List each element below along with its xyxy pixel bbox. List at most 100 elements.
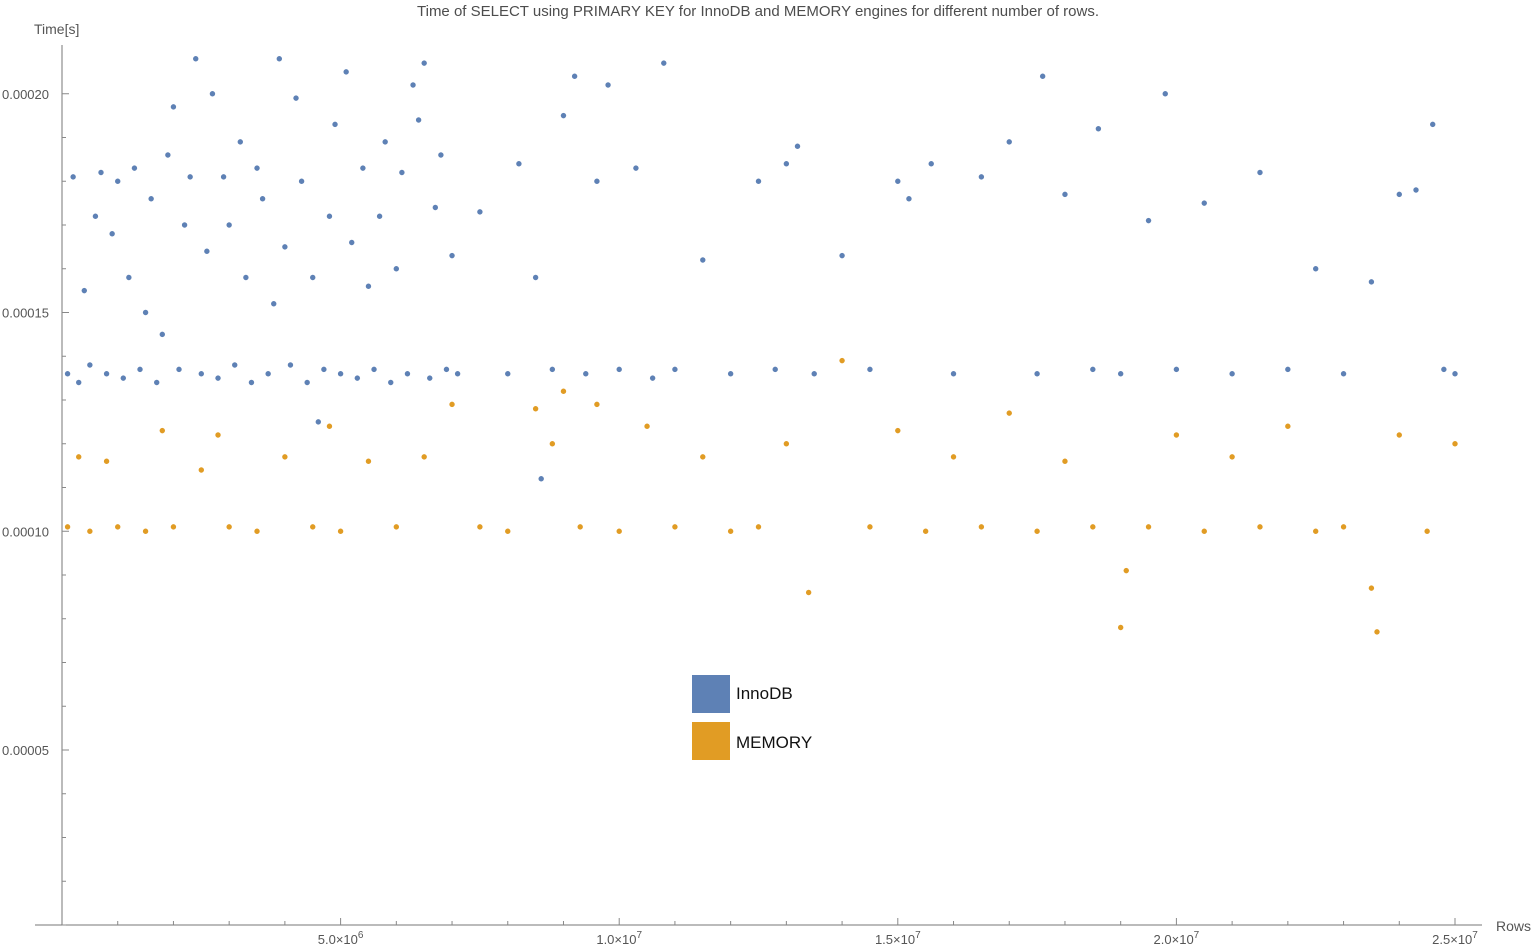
data-point-memory xyxy=(560,388,567,394)
data-point-innodb xyxy=(215,375,221,381)
data-point-innodb xyxy=(1313,266,1319,272)
data-point-memory xyxy=(549,441,556,447)
data-point-memory xyxy=(1368,585,1375,591)
data-point-innodb xyxy=(594,178,600,184)
data-point-innodb xyxy=(237,139,243,145)
data-point-innodb xyxy=(978,174,985,180)
data-point-innodb xyxy=(1257,169,1263,176)
y-tick-label: 0.00005 xyxy=(2,743,49,758)
data-point-memory xyxy=(1396,432,1402,438)
data-point-memory xyxy=(1062,458,1068,464)
data-point-innodb xyxy=(950,371,957,377)
data-point-innodb xyxy=(87,362,93,368)
data-point-memory xyxy=(64,524,71,530)
data-point-innodb xyxy=(1285,366,1291,373)
data-point-innodb xyxy=(1452,371,1458,377)
data-point-innodb xyxy=(772,366,778,373)
data-point-innodb xyxy=(193,56,199,62)
data-point-innodb xyxy=(505,371,511,377)
data-point-innodb xyxy=(1430,121,1436,128)
data-point-innodb xyxy=(109,231,115,237)
data-point-innodb xyxy=(1039,73,1046,79)
data-point-memory xyxy=(1374,629,1380,635)
data-point-innodb xyxy=(64,371,71,377)
data-point-memory xyxy=(1201,528,1207,534)
data-point-memory xyxy=(326,423,333,429)
legend-swatch-innodb xyxy=(692,675,730,713)
data-point-innodb xyxy=(103,371,110,377)
legend-swatch-memory xyxy=(692,722,730,760)
data-point-innodb xyxy=(232,362,238,368)
data-point-memory xyxy=(644,423,650,429)
data-point-innodb xyxy=(454,371,461,377)
data-point-innodb xyxy=(187,174,193,180)
data-point-memory xyxy=(755,524,762,530)
data-point-innodb xyxy=(1368,279,1375,285)
data-point-innodb xyxy=(1162,91,1168,97)
x-ticks: 5.0×106 1.0×107 1.5×107 2.0×107 2.5×107 xyxy=(117,918,1478,947)
data-point-innodb xyxy=(304,379,310,386)
data-point-innodb xyxy=(549,366,556,373)
data-point-memory xyxy=(337,528,344,534)
data-point-innodb xyxy=(76,379,82,386)
data-point-memory xyxy=(616,528,622,534)
data-point-innodb xyxy=(661,60,667,66)
data-point-innodb xyxy=(209,91,216,97)
data-point-innodb xyxy=(371,366,377,373)
data-point-innodb xyxy=(1173,366,1180,373)
data-point-innodb xyxy=(794,143,801,149)
data-point-innodb xyxy=(337,371,344,377)
data-point-memory xyxy=(839,357,845,364)
data-point-memory xyxy=(577,524,583,530)
x-axis-label: Rows xyxy=(1496,918,1531,934)
data-point-memory xyxy=(282,454,288,460)
data-point-memory xyxy=(1173,432,1180,438)
data-point-innodb xyxy=(365,283,372,289)
data-point-innodb xyxy=(1095,126,1102,132)
data-point-innodb xyxy=(1117,371,1124,377)
data-point-innodb xyxy=(1090,366,1096,373)
data-point-innodb xyxy=(421,60,427,66)
data-point-memory xyxy=(115,524,121,530)
data-point-innodb xyxy=(532,274,539,281)
data-point-innodb xyxy=(438,152,444,158)
data-point-innodb xyxy=(727,371,734,377)
data-point-innodb xyxy=(1062,191,1068,198)
data-point-memory xyxy=(532,406,539,412)
data-point-innodb xyxy=(349,239,355,246)
data-point-memory xyxy=(226,524,232,530)
data-point-memory xyxy=(1145,524,1152,530)
data-point-innodb xyxy=(516,161,522,167)
data-point-innodb xyxy=(298,178,305,184)
data-point-memory xyxy=(142,528,149,534)
data-point-innodb xyxy=(839,252,845,259)
data-point-innodb xyxy=(538,476,544,482)
data-point-innodb xyxy=(204,248,210,254)
x-tick-label: 5.0×106 xyxy=(318,930,364,947)
data-point-memory xyxy=(1006,410,1012,416)
x-tick-label: 1.0×107 xyxy=(596,930,642,947)
data-point-memory xyxy=(365,458,372,464)
data-point-innodb xyxy=(443,366,450,373)
data-point-innodb xyxy=(148,196,154,202)
data-point-innodb xyxy=(265,371,271,377)
data-point-memory xyxy=(1452,441,1458,447)
data-point-innodb xyxy=(321,366,327,373)
data-point-innodb xyxy=(131,165,138,171)
data-point-innodb xyxy=(120,375,126,381)
data-point-innodb xyxy=(393,266,400,272)
data-point-innodb xyxy=(477,209,483,215)
data-point-innodb xyxy=(98,169,104,176)
y-tick-label: 0.00020 xyxy=(2,87,49,102)
data-point-innodb xyxy=(755,178,762,184)
series-layer xyxy=(64,56,1458,635)
y-ticks: 0.00005 0.00010 0.00015 0.00020 xyxy=(2,87,69,926)
data-point-innodb xyxy=(81,287,87,294)
data-point-innodb xyxy=(126,274,132,281)
data-point-innodb xyxy=(92,213,99,219)
data-point-innodb xyxy=(310,274,316,281)
data-point-innodb xyxy=(427,375,433,381)
data-point-innodb xyxy=(571,73,578,79)
data-point-memory xyxy=(477,524,483,530)
